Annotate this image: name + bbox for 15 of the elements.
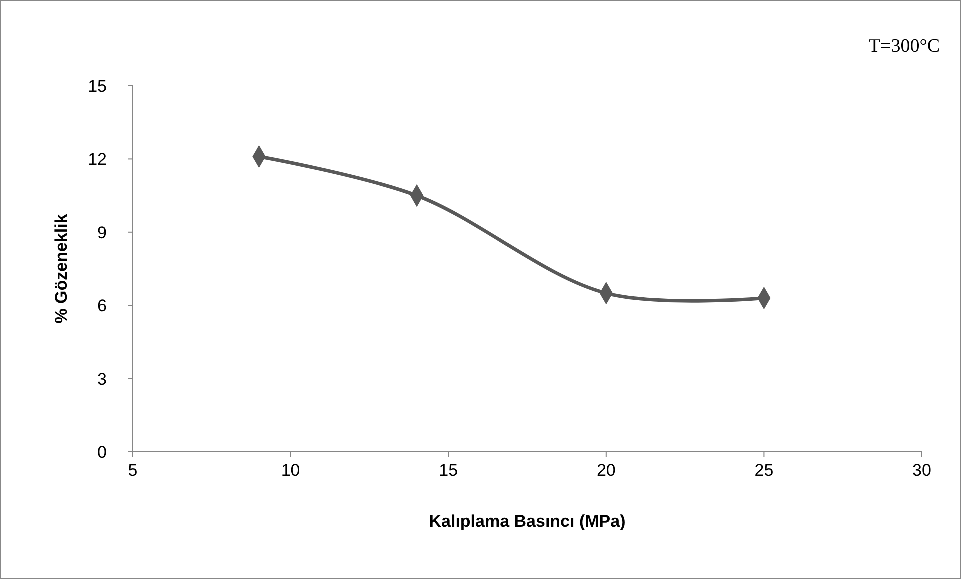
y-tick-label: 15	[88, 76, 107, 96]
text: T=300°C	[868, 36, 940, 57]
y-tick-label: 3	[98, 370, 107, 389]
x-tick-label: 20	[596, 461, 616, 480]
y-tick-label: 9	[98, 223, 107, 242]
y-axis-title: % Gözeneklik	[52, 214, 71, 324]
x-tick-label: 10	[281, 461, 300, 480]
x-tick-label: 25	[754, 461, 774, 480]
x-axis-title: Kalıplama Basıncı (MPa)	[429, 512, 626, 531]
y-tick-label: 0	[98, 442, 107, 462]
x-tick-label: 30	[912, 461, 932, 480]
y-tick-label: 6	[98, 296, 107, 316]
y-tick-label: 12	[88, 150, 107, 170]
x-tick-label: 15	[439, 461, 458, 480]
x-tick-label: 5	[128, 461, 138, 480]
